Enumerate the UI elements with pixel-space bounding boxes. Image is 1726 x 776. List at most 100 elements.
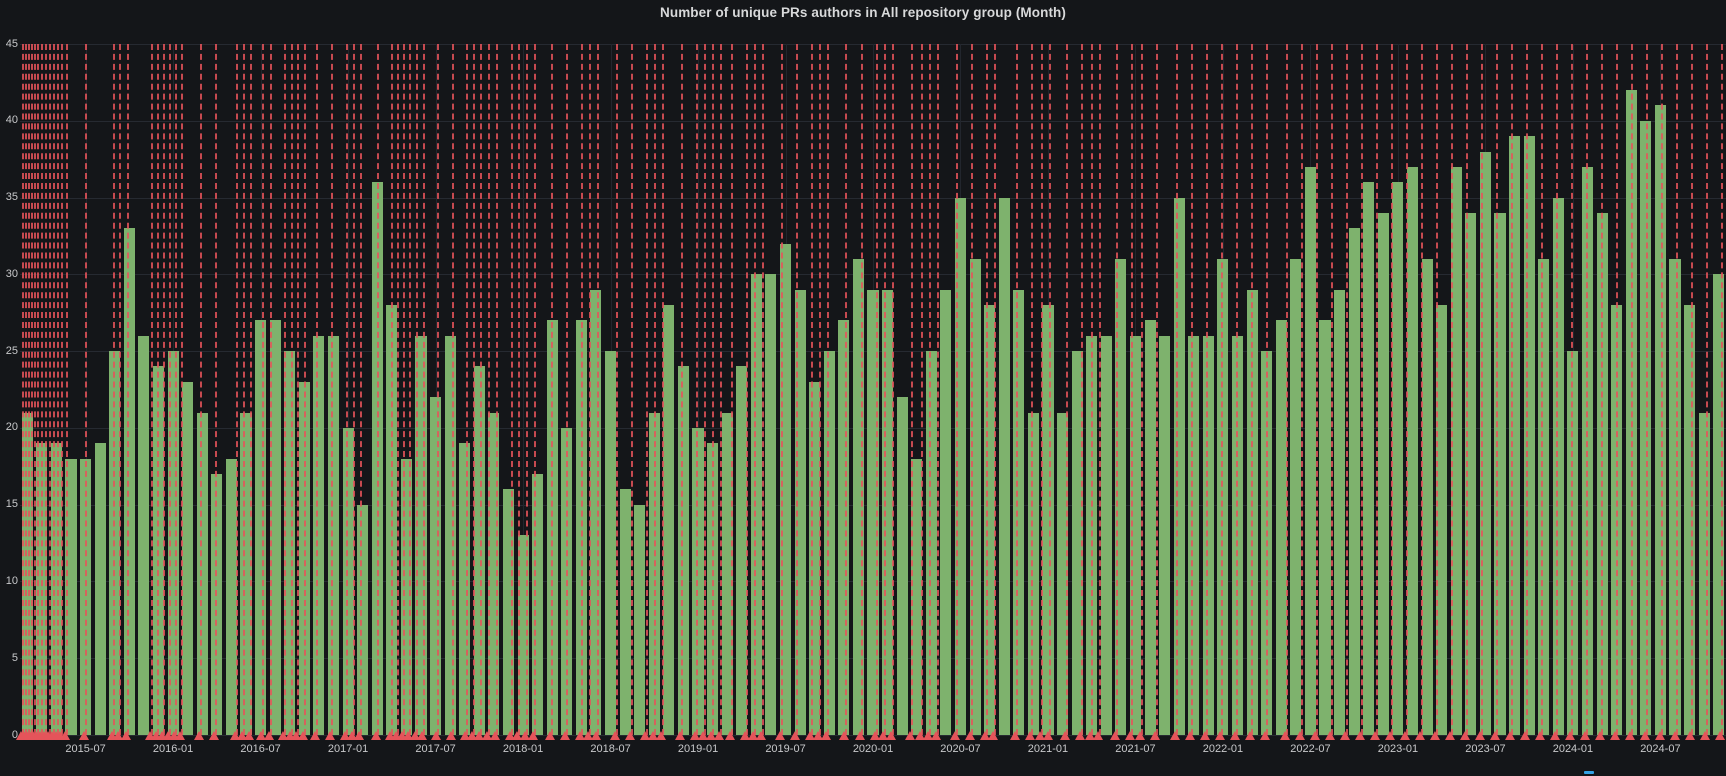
annotation-marker-icon[interactable] [1215, 731, 1226, 740]
annotation-marker-icon[interactable] [1295, 731, 1306, 740]
annotation-marker-icon[interactable] [1092, 731, 1103, 740]
annotation-marker-icon[interactable] [340, 731, 351, 740]
annotation-marker-icon[interactable] [1565, 731, 1576, 740]
bar-2017-06[interactable] [415, 335, 427, 735]
annotation-marker-icon[interactable] [1184, 731, 1195, 740]
bar-2017-11[interactable] [488, 412, 500, 735]
bar-2023-11[interactable] [1538, 258, 1550, 735]
bar-2022-08[interactable] [1319, 320, 1331, 735]
annotation-marker-icon[interactable] [870, 731, 881, 740]
annotation-marker-icon[interactable] [162, 731, 173, 740]
annotation-marker-icon[interactable] [519, 731, 530, 740]
bar-2018-06[interactable] [590, 289, 602, 735]
annotation-marker-icon[interactable] [1475, 731, 1486, 740]
bar-2021-08[interactable] [1144, 320, 1156, 735]
annotation-marker-icon[interactable] [755, 731, 766, 740]
bar-2015-10[interactable] [123, 228, 135, 735]
annotation-marker-icon[interactable] [325, 731, 335, 740]
annotation-marker-icon[interactable] [1124, 731, 1135, 740]
annotation-marker-icon[interactable] [855, 731, 866, 740]
annotation-marker-icon[interactable] [416, 731, 427, 740]
annotation-marker-icon[interactable] [609, 731, 620, 740]
annotation-marker-icon[interactable] [1639, 731, 1650, 740]
annotation-marker-icon[interactable] [1280, 731, 1291, 740]
annotation-marker-icon[interactable] [1109, 731, 1120, 740]
annotation-marker-icon[interactable] [511, 731, 522, 740]
legend-series-swatch-partial[interactable] [1584, 771, 1594, 774]
annotation-marker-icon[interactable] [624, 731, 635, 740]
bar-2019-12[interactable] [852, 258, 864, 735]
bar-2019-07[interactable] [779, 243, 792, 735]
bar-2020-06[interactable] [940, 289, 952, 735]
bar-2024-06[interactable] [1640, 120, 1652, 735]
annotation-marker-icon[interactable] [1169, 731, 1180, 740]
annotation-marker-icon[interactable] [930, 731, 941, 740]
annotation-marker-icon[interactable] [430, 731, 441, 740]
annotation-marker-icon[interactable] [877, 731, 888, 740]
bar-2018-11[interactable] [663, 305, 675, 735]
annotation-marker-icon[interactable] [805, 731, 816, 740]
annotation-marker-icon[interactable] [1009, 731, 1020, 740]
annotation-marker-icon[interactable] [1230, 731, 1241, 740]
bar-2023-08[interactable] [1494, 212, 1506, 735]
bar-2016-08[interactable] [269, 320, 281, 735]
bar-2019-10[interactable] [823, 351, 835, 735]
bar-2021-09[interactable] [1159, 335, 1171, 735]
annotation-marker-icon[interactable] [1074, 731, 1085, 740]
bar-2024-07[interactable] [1654, 105, 1666, 735]
annotation-marker-icon[interactable] [1059, 731, 1070, 740]
annotation-marker-icon[interactable] [396, 731, 407, 740]
bar-2021-01[interactable] [1042, 305, 1054, 735]
annotation-marker-icon[interactable] [347, 731, 357, 740]
annotation-marker-icon[interactable] [674, 731, 685, 740]
bar-2023-04[interactable] [1436, 305, 1448, 735]
annotation-marker-icon[interactable] [1370, 731, 1381, 740]
bar-2020-12[interactable] [1027, 412, 1039, 735]
bar-2022-10[interactable] [1348, 228, 1360, 735]
bar-2018-08[interactable] [619, 489, 631, 735]
bar-2023-02[interactable] [1406, 166, 1419, 735]
annotation-marker-icon[interactable] [914, 731, 925, 740]
annotation-marker-icon[interactable] [775, 731, 786, 740]
annotation-marker-icon[interactable] [979, 731, 990, 740]
annotation-marker-icon[interactable] [112, 731, 123, 740]
annotation-marker-icon[interactable] [964, 731, 975, 740]
annotation-marker-icon[interactable] [1444, 731, 1455, 740]
bar-2019-06[interactable] [765, 274, 777, 735]
annotation-marker-icon[interactable] [1042, 731, 1053, 740]
bar-2024-10[interactable] [1698, 412, 1710, 735]
annotation-marker-icon[interactable] [385, 731, 396, 740]
annotation-marker-icon[interactable] [655, 731, 666, 740]
annotation-marker-icon[interactable] [263, 731, 274, 740]
annotation-marker-icon[interactable] [1084, 731, 1095, 740]
bar-2023-12[interactable] [1552, 197, 1564, 735]
bar-2020-10[interactable] [998, 197, 1010, 735]
annotation-marker-icon[interactable] [590, 731, 601, 740]
annotation-marker-icon[interactable] [1535, 731, 1546, 740]
annotation-marker-icon[interactable] [1310, 731, 1321, 740]
annotation-marker-icon[interactable] [1460, 731, 1470, 740]
annotation-marker-icon[interactable] [1260, 731, 1271, 740]
bar-2020-11[interactable] [1013, 289, 1025, 735]
bar-2022-12[interactable] [1377, 212, 1389, 735]
bar-2016-12[interactable] [327, 335, 340, 735]
annotation-marker-icon[interactable] [574, 731, 585, 740]
annotation-marker-icon[interactable] [1325, 731, 1336, 740]
bar-2019-09[interactable] [809, 381, 821, 735]
bar-2023-10[interactable] [1523, 136, 1535, 735]
annotation-marker-icon[interactable] [1490, 731, 1501, 740]
annotation-marker-icon[interactable] [466, 731, 477, 740]
annotation-marker-icon[interactable] [1700, 731, 1711, 740]
bar-2016-02[interactable] [182, 381, 194, 735]
annotation-marker-icon[interactable] [168, 731, 179, 740]
bar-2019-05[interactable] [750, 274, 762, 735]
bar-2022-09[interactable] [1334, 289, 1346, 735]
bar-2023-03[interactable] [1421, 258, 1433, 735]
bar-2024-09[interactable] [1684, 305, 1696, 735]
annotation-marker-icon[interactable] [1595, 731, 1606, 740]
annotation-marker-icon[interactable] [713, 731, 724, 740]
bar-2021-02[interactable] [1057, 412, 1069, 735]
bar-2020-01[interactable] [867, 289, 879, 735]
bar-2018-01[interactable] [517, 535, 529, 735]
bar-2017-02[interactable] [357, 504, 369, 735]
